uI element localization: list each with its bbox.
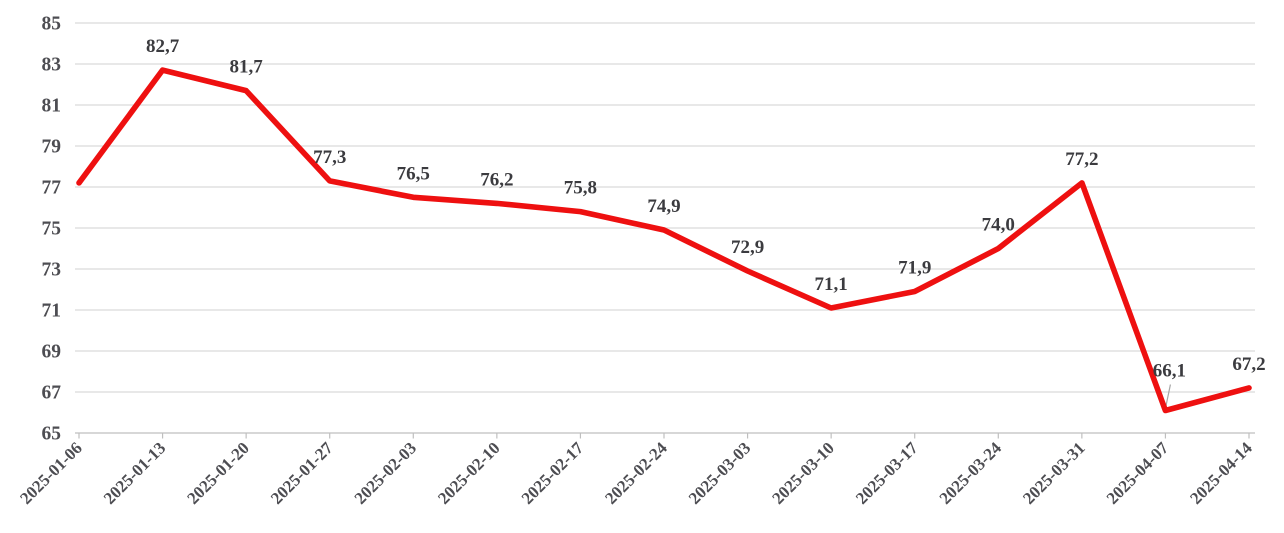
x-axis-tick-label: 2025-03-03 (685, 438, 755, 508)
x-axis-tick-label: 2025-03-17 (852, 438, 922, 508)
x-axis-tick-label: 2025-01-06 (16, 438, 86, 508)
x-axis-tick-label: 2025-01-13 (100, 438, 170, 508)
y-axis-tick-label: 79 (42, 137, 62, 158)
x-axis-tick-label: 2025-03-10 (768, 438, 838, 508)
data-label: 71,1 (815, 274, 848, 295)
x-axis-tick-label: 2025-02-10 (434, 438, 504, 508)
data-label: 67,2 (1232, 354, 1265, 375)
x-axis-tick-label: 2025-02-24 (601, 438, 671, 508)
x-axis-tick-label: 2025-04-14 (1186, 438, 1256, 508)
data-label: 75,8 (564, 178, 597, 199)
data-label: 71,9 (898, 258, 931, 279)
data-label: 74,9 (647, 196, 680, 217)
x-axis-tick-label: 2025-01-20 (183, 438, 253, 508)
data-label: 81,7 (230, 57, 264, 78)
y-axis-tick-label: 69 (42, 342, 62, 363)
data-label: 77,2 (1065, 149, 1098, 170)
x-axis-tick-label: 2025-03-31 (1019, 438, 1089, 508)
x-axis-tick-label: 2025-01-27 (267, 438, 337, 508)
y-axis-tick-label: 71 (42, 301, 62, 322)
y-axis-tick-label: 83 (42, 55, 62, 76)
x-axis-tick-label: 2025-04-07 (1103, 438, 1173, 508)
data-label: 66,1 (1153, 360, 1186, 381)
y-axis-tick-label: 81 (42, 96, 62, 117)
label-leader-line (1164, 384, 1172, 409)
x-axis-tick-label: 2025-02-03 (351, 438, 421, 508)
data-label: 74,0 (982, 215, 1015, 236)
y-axis-tick-label: 67 (42, 383, 62, 404)
y-axis-tick-label: 77 (42, 178, 62, 199)
y-axis-tick-label: 65 (42, 424, 62, 445)
y-axis-tick-label: 85 (42, 14, 62, 35)
y-axis-tick-label: 75 (42, 219, 62, 240)
series-line (76, 67, 1252, 414)
data-label: 77,3 (313, 147, 346, 168)
data-label: 72,9 (731, 237, 764, 258)
y-axis-tick-label: 73 (42, 260, 62, 281)
x-axis-tick-label: 2025-03-24 (936, 438, 1006, 508)
data-label: 76,5 (397, 163, 430, 184)
x-axis-tick-label: 2025-02-17 (518, 438, 588, 508)
data-label: 82,7 (146, 36, 180, 57)
data-label: 76,2 (480, 169, 513, 190)
